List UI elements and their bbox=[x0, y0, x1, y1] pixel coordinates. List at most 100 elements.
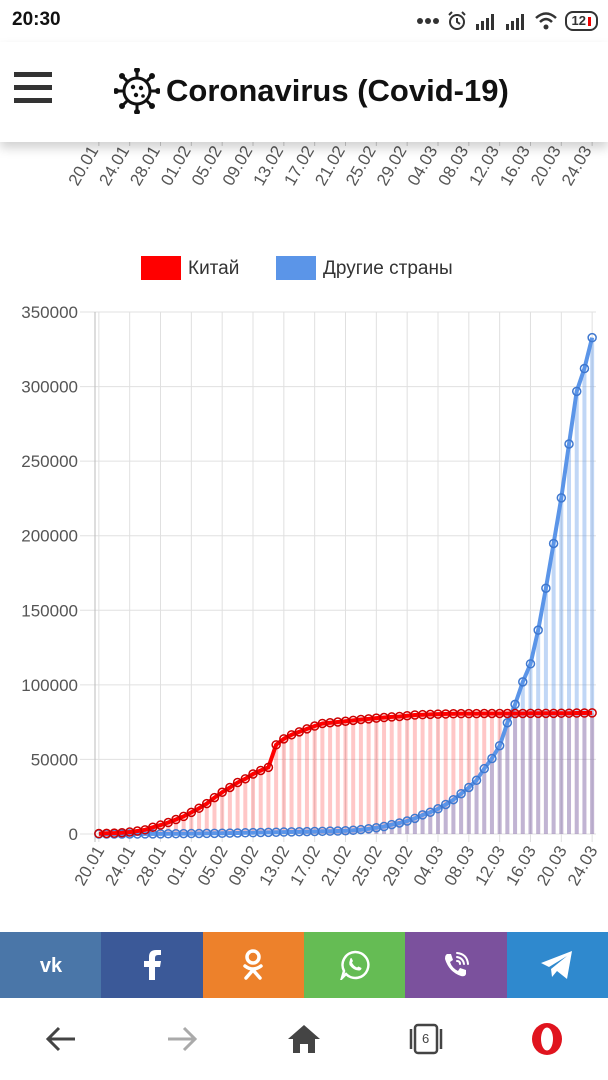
bar bbox=[451, 799, 456, 834]
bar bbox=[459, 793, 464, 834]
top-x-tick-label: 13.02 bbox=[250, 143, 288, 189]
y-tick-label: 100000 bbox=[21, 676, 78, 695]
whatsapp-icon bbox=[339, 950, 370, 980]
china-bars bbox=[96, 712, 595, 834]
other-bars bbox=[104, 337, 595, 834]
data-point bbox=[464, 782, 474, 793]
top-x-tick-label: 25.02 bbox=[342, 143, 380, 189]
bar bbox=[297, 731, 302, 834]
bottom-x-axis: 20.0124.0128.0101.0205.0209.0213.0217.02… bbox=[71, 843, 602, 889]
nav-bar: 6 bbox=[0, 998, 608, 1080]
x-tick-label: 09.02 bbox=[225, 843, 263, 889]
bar bbox=[374, 718, 379, 834]
data-point bbox=[494, 740, 505, 751]
data-point bbox=[410, 813, 420, 824]
x-tick-label: 12.03 bbox=[471, 843, 509, 889]
bar bbox=[358, 719, 363, 834]
bar bbox=[412, 818, 417, 834]
bar bbox=[574, 713, 579, 834]
bar bbox=[435, 808, 440, 834]
data-point bbox=[271, 740, 281, 750]
bar bbox=[551, 543, 556, 834]
bar bbox=[312, 726, 317, 834]
back-button[interactable] bbox=[31, 1009, 91, 1069]
bar bbox=[197, 808, 202, 834]
data-point bbox=[587, 332, 597, 343]
telegram-share-button[interactable] bbox=[506, 932, 608, 998]
bar bbox=[351, 720, 356, 834]
data-point bbox=[510, 699, 520, 710]
bar bbox=[543, 713, 548, 834]
bar bbox=[397, 716, 402, 834]
bar bbox=[559, 713, 564, 834]
bar bbox=[497, 713, 502, 834]
data-point bbox=[518, 677, 528, 687]
bar bbox=[513, 704, 518, 834]
tabs-icon bbox=[409, 1023, 442, 1055]
wifi-icon bbox=[534, 12, 557, 30]
opera-icon bbox=[532, 1023, 563, 1055]
data-point bbox=[548, 538, 559, 549]
x-tick-label: 01.02 bbox=[163, 843, 201, 889]
bar bbox=[559, 497, 564, 834]
bar bbox=[505, 722, 510, 834]
bar bbox=[358, 829, 363, 834]
forward-button[interactable] bbox=[152, 1009, 212, 1069]
bar bbox=[389, 716, 394, 834]
vk-share-button[interactable]: vk bbox=[0, 932, 102, 998]
chart-area: 20.01 24.01 28.01 01.02 05.02 09.02 13.02 17.02… bbox=[0, 142, 608, 932]
data-point bbox=[525, 659, 536, 669]
hamburger-menu-button[interactable] bbox=[14, 72, 54, 108]
bar bbox=[582, 713, 587, 834]
bar bbox=[590, 712, 595, 834]
x-tick-label: 08.03 bbox=[441, 843, 479, 889]
app-bar: Coronavirus (Covid-19) bbox=[0, 42, 608, 142]
bar bbox=[567, 443, 572, 834]
data-point bbox=[240, 774, 251, 784]
data-point bbox=[440, 799, 451, 810]
bar bbox=[243, 778, 248, 834]
bar bbox=[543, 588, 548, 834]
tabs-button[interactable]: 6 bbox=[396, 1009, 456, 1069]
facebook-share-button[interactable] bbox=[101, 932, 203, 998]
bar bbox=[459, 713, 464, 834]
bar bbox=[443, 713, 448, 834]
top-x-tick-label: 12.03 bbox=[465, 142, 503, 188]
forward-arrow-icon bbox=[168, 1026, 198, 1052]
y-tick-label: 150000 bbox=[21, 601, 78, 620]
home-button[interactable] bbox=[274, 1009, 334, 1069]
x-tick-label: 25.02 bbox=[348, 843, 386, 889]
data-point bbox=[571, 386, 582, 397]
odnoklassniki-share-button[interactable] bbox=[202, 932, 304, 998]
cases-chart: 20.0124.0128.0101.0205.0209.0213.0217.02… bbox=[21, 142, 602, 889]
bar bbox=[189, 812, 194, 834]
top-x-tick-label: 08.03 bbox=[435, 143, 473, 189]
app-title-wrap: Coronavirus (Covid-19) bbox=[114, 68, 509, 114]
share-bar: vk bbox=[0, 932, 608, 998]
whatsapp-share-button[interactable] bbox=[303, 932, 406, 998]
y-tick-label: 200000 bbox=[21, 527, 78, 546]
top-x-tick-label: 20.01 bbox=[65, 143, 103, 189]
opera-menu-button[interactable] bbox=[517, 1009, 577, 1069]
data-point bbox=[556, 493, 567, 503]
more-icon bbox=[416, 18, 439, 24]
bar bbox=[405, 715, 410, 834]
bar bbox=[328, 722, 333, 834]
facebook-icon bbox=[143, 950, 161, 980]
top-x-tick-label: 09.02 bbox=[219, 143, 257, 189]
series-line bbox=[98, 710, 593, 836]
bar bbox=[582, 368, 587, 834]
svg-text:vk: vk bbox=[40, 955, 63, 976]
data-point bbox=[579, 363, 590, 374]
viber-share-button[interactable] bbox=[405, 932, 507, 998]
bar bbox=[412, 714, 417, 834]
data-point bbox=[178, 811, 189, 822]
data-point bbox=[587, 708, 597, 718]
bar bbox=[536, 630, 541, 834]
odnoklassniki-icon bbox=[243, 949, 264, 980]
data-point bbox=[286, 730, 297, 740]
y-tick-label: 350000 bbox=[21, 303, 78, 322]
y-tick-label: 300000 bbox=[21, 378, 78, 397]
x-tick-label: 20.01 bbox=[71, 843, 109, 889]
bar bbox=[258, 770, 263, 834]
